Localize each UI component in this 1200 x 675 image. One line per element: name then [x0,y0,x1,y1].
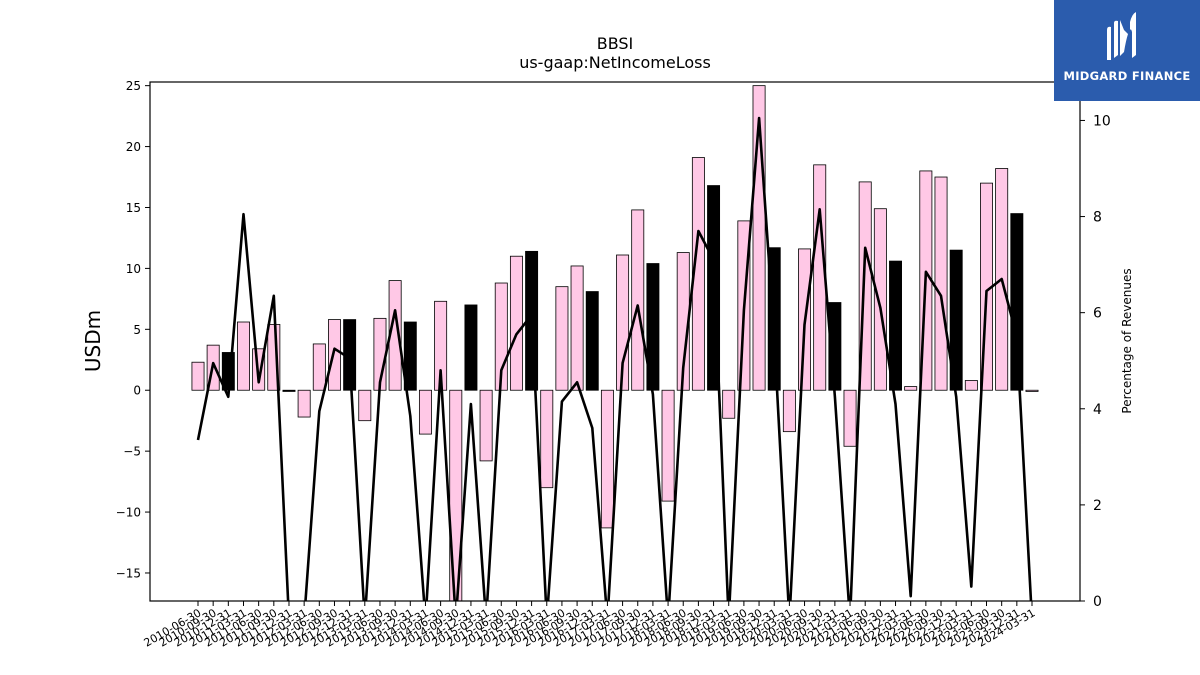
bar-2016-12-31 [585,291,599,391]
bar-2012-06-30 [312,343,326,391]
bar-2015-09-30 [509,255,523,391]
y-tick-label: 15 [126,201,141,215]
logo-text: MIDGARD FINANCE [1063,69,1191,83]
bar-series [191,85,1039,601]
bar-2022-03-31 [904,386,918,391]
bar-2022-09-30 [934,176,948,391]
y2-tick-label: 10 [1093,113,1111,129]
y-tick-label: −10 [116,506,141,520]
bar-2023-03-31 [964,380,978,391]
midgard-logo-icon [1107,12,1136,60]
bar-2019-03-31 [722,389,736,419]
bar-2014-12-31 [464,304,478,391]
bar-2012-03-31 [297,389,311,418]
x-axis: 2010-06-302010-09-302010-12-312011-03-31… [142,601,1038,650]
bar-2017-03-31 [600,389,614,529]
bar-2014-03-31 [418,389,432,435]
bar-2013-03-31 [358,389,372,422]
bar-2021-09-30 [873,208,887,391]
chart-title: BBSI [597,34,634,53]
bar-2018-03-31 [661,389,675,502]
y2-tick-label: 0 [1093,594,1102,610]
y-tick-label: 10 [126,262,141,276]
y-axis-right: 0 2 4 6 8 10 [1080,113,1111,610]
bar-2012-09-30 [328,319,341,391]
y-tick-label: −15 [116,566,141,580]
y-tick-label: 25 [126,79,141,93]
bar-2011-12-31 [282,389,296,392]
line-series [196,116,1033,601]
y-tick-label: 5 [133,323,141,337]
bar-2013-12-31 [403,321,417,391]
y2-tick-label: 6 [1093,306,1102,322]
bar-2021-03-31 [843,389,857,447]
bar-2023-12-31 [1010,213,1024,391]
bar-2016-06-30 [555,286,569,391]
bar-2020-03-31 [782,389,796,433]
y-tick-label: −5 [123,445,141,459]
y2-tick-label: 4 [1093,402,1102,418]
brand-logo: MIDGARD FINANCE [1054,0,1200,101]
bar-2017-09-30 [631,209,645,391]
y-axis-left: −15 −10 −5 0 5 10 15 20 25 [116,79,150,580]
bar-2011-03-31 [237,321,250,391]
bar-2016-09-30 [570,265,584,391]
bar-2016-03-31 [540,389,554,489]
y-tick-label: 20 [126,140,141,154]
chart-subtitle: us-gaap:NetIncomeLoss [519,53,711,72]
y-axis-label: USDm [81,310,105,372]
bar-2024-03-31 [1025,389,1039,392]
bar-2014-09-30 [449,389,463,601]
plot-frame [149,81,1081,602]
y2-tick-label: 8 [1093,210,1102,226]
y2-axis-label: Percentage of Revenues [1120,268,1134,413]
percentage-line [196,116,1033,601]
bar-2010-06-30 [191,361,205,391]
y2-tick-label: 2 [1093,498,1102,514]
bar-2021-12-31 [889,260,902,391]
bar-2015-03-31 [479,389,493,462]
y-tick-label: 0 [133,384,141,398]
